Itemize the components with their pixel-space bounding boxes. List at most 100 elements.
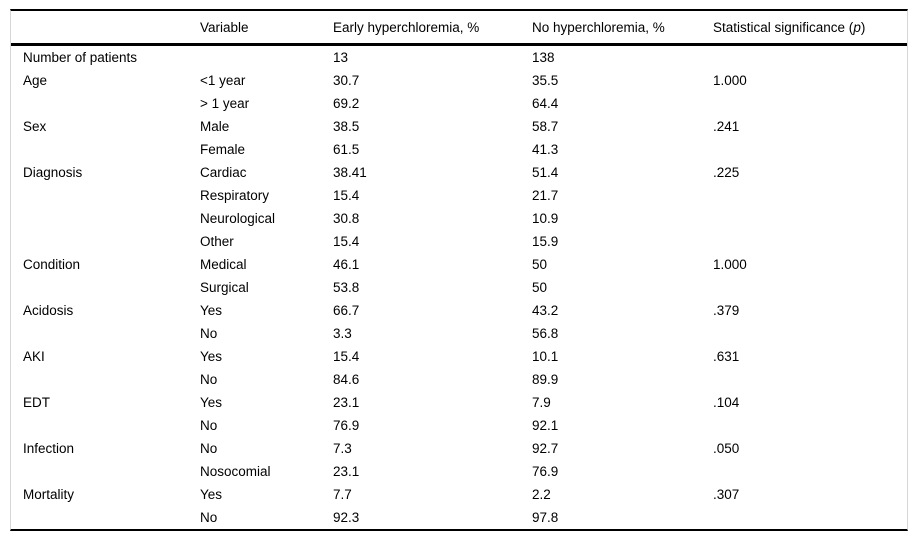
table-row: Female 61.5 41.3 — [11, 138, 907, 161]
table-row: No 76.9 92.1 — [11, 414, 907, 437]
cell-category — [11, 414, 188, 437]
cell-p-value — [701, 45, 907, 70]
cell-p-value: .241 — [713, 119, 740, 134]
table-row: Condition Medical 46.1 50 1.000 — [11, 253, 907, 276]
cell-p-value: 1.000 — [713, 257, 747, 272]
cell-variable: Cardiac — [200, 165, 247, 180]
cell-p-value — [701, 322, 907, 345]
cell-p-value: .104 — [713, 395, 740, 410]
cell-no-hyperchloremia: 2.2 — [532, 487, 551, 502]
cell-no-hyperchloremia: 58.7 — [532, 119, 559, 134]
cell-no-hyperchloremia: 10.1 — [532, 349, 559, 364]
cell-no-hyperchloremia: 50 — [532, 257, 548, 272]
cell-early: 7.3 — [333, 441, 352, 456]
cell-no-hyperchloremia: 35.5 — [532, 73, 559, 88]
cell-early: 30.8 — [333, 211, 360, 226]
cell-early: 15.4 — [333, 234, 360, 249]
cell-category — [11, 460, 188, 483]
header-variable: Variable — [188, 11, 321, 46]
cell-p-value — [701, 276, 907, 299]
table-row: Infection No 7.3 92.7 .050 — [11, 437, 907, 460]
cell-category: Mortality — [23, 487, 75, 502]
table-row: Acidosis Yes 66.7 43.2 .379 — [11, 299, 907, 322]
cell-no-hyperchloremia: 10.9 — [532, 211, 559, 226]
cell-p-value — [701, 207, 907, 230]
header-p-suffix: ) — [860, 19, 866, 35]
cell-early: 13 — [333, 50, 349, 65]
cell-early: 23.1 — [333, 395, 360, 410]
cell-variable: Respiratory — [200, 188, 270, 203]
cell-category — [11, 506, 188, 529]
cell-category: Sex — [23, 119, 47, 134]
cell-variable: No — [200, 326, 218, 341]
cell-variable: No — [200, 441, 218, 456]
cell-early: 15.4 — [333, 349, 360, 364]
table-row: Diagnosis Cardiac 38.41 51.4 .225 — [11, 161, 907, 184]
cell-category: Diagnosis — [23, 165, 83, 180]
table-row: AKI Yes 15.4 10.1 .631 — [11, 345, 907, 368]
cell-p-value: .050 — [713, 441, 740, 456]
cell-category — [11, 184, 188, 207]
cell-no-hyperchloremia: 51.4 — [532, 165, 559, 180]
cell-no-hyperchloremia: 92.1 — [532, 418, 559, 433]
statistics-table-container: Variable Early hyperchloremia, % No hype… — [10, 9, 908, 531]
cell-early: 38.5 — [333, 119, 360, 134]
cell-early: 7.7 — [333, 487, 352, 502]
cell-no-hyperchloremia: 92.7 — [532, 441, 559, 456]
header-p-prefix: Statistical significance ( — [713, 19, 854, 35]
cell-variable: Yes — [200, 395, 223, 410]
table-body: Number of patients 13 138 Age <1 year 30.7 35.… — [11, 45, 907, 530]
cell-variable — [188, 45, 321, 70]
cell-p-value: .631 — [713, 349, 740, 364]
table-row: Neurological 30.8 10.9 — [11, 207, 907, 230]
header-p-italic: p — [853, 19, 861, 35]
cell-variable: <1 year — [200, 73, 246, 88]
cell-early: 61.5 — [333, 142, 360, 157]
cell-category: Number of patients — [23, 50, 138, 65]
cell-early: 3.3 — [333, 326, 352, 341]
cell-p-value: 1.000 — [713, 73, 747, 88]
cell-early: 46.1 — [333, 257, 360, 272]
table-row: No 84.6 89.9 — [11, 368, 907, 391]
table-row: No 92.3 97.8 — [11, 506, 907, 529]
cell-variable: Other — [200, 234, 234, 249]
cell-category — [11, 92, 188, 115]
header-early-hyperchloremia: Early hyperchloremia, % — [321, 11, 520, 46]
cell-no-hyperchloremia: 138 — [532, 50, 555, 65]
cell-variable: No — [200, 418, 218, 433]
cell-early: 53.8 — [333, 280, 360, 295]
cell-early: 15.4 — [333, 188, 360, 203]
cell-p-value — [701, 230, 907, 253]
cell-variable: No — [200, 372, 218, 387]
table-row: Mortality Yes 7.7 2.2 .307 — [11, 483, 907, 506]
cell-no-hyperchloremia: 64.4 — [532, 96, 559, 111]
cell-category — [11, 230, 188, 253]
cell-p-value — [701, 414, 907, 437]
table-row: EDT Yes 23.1 7.9 .104 — [11, 391, 907, 414]
statistics-table: Variable Early hyperchloremia, % No hype… — [11, 11, 907, 529]
cell-variable: Yes — [200, 487, 223, 502]
cell-p-value — [701, 92, 907, 115]
cell-no-hyperchloremia: 89.9 — [532, 372, 559, 387]
cell-no-hyperchloremia: 15.9 — [532, 234, 559, 249]
cell-early: 84.6 — [333, 372, 360, 387]
cell-no-hyperchloremia: 50 — [532, 280, 548, 295]
cell-variable: > 1 year — [200, 96, 250, 111]
cell-p-value — [701, 184, 907, 207]
table-header-row: Variable Early hyperchloremia, % No hype… — [11, 11, 907, 46]
cell-no-hyperchloremia: 97.8 — [532, 510, 559, 525]
cell-no-hyperchloremia: 7.9 — [532, 395, 551, 410]
table-row: Other 15.4 15.9 — [11, 230, 907, 253]
cell-variable: Neurological — [200, 211, 276, 226]
cell-no-hyperchloremia: 21.7 — [532, 188, 559, 203]
cell-category — [11, 368, 188, 391]
header-no-hyperchloremia: No hyperchloremia, % — [520, 11, 701, 46]
cell-early: 92.3 — [333, 510, 360, 525]
cell-variable: Yes — [200, 349, 223, 364]
header-statistical-significance: Statistical significance (p) — [701, 11, 907, 46]
cell-category: Age — [23, 73, 48, 88]
cell-p-value — [701, 138, 907, 161]
cell-variable: Male — [200, 119, 230, 134]
cell-category — [11, 322, 188, 345]
cell-category: Acidosis — [23, 303, 74, 318]
